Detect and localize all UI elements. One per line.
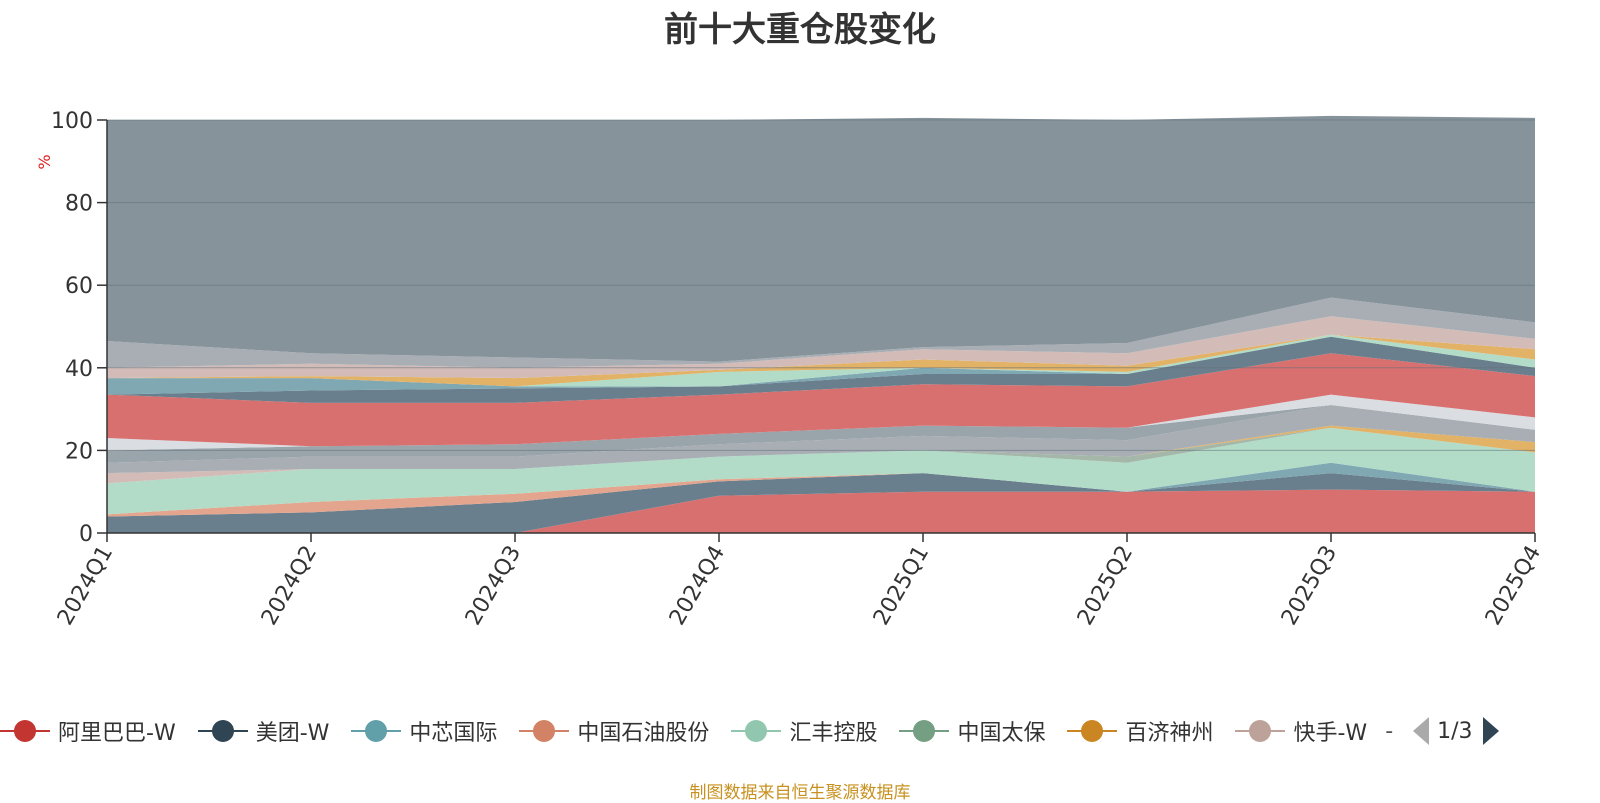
legend-item[interactable]: 百济神州 xyxy=(1067,715,1213,747)
legend-marker-icon xyxy=(519,718,570,744)
legend-item[interactable]: 中国太保 xyxy=(899,715,1045,747)
x-tick-label: 2025Q4 xyxy=(1481,542,1546,630)
legend-pager: 1/3 xyxy=(1413,717,1499,745)
area-series-12 xyxy=(107,353,1535,447)
x-tick-label: 2024Q2 xyxy=(257,542,322,630)
y-tick-label: 40 xyxy=(65,357,93,382)
area-series-14 xyxy=(107,336,1535,395)
legend-item-label: 百济神州 xyxy=(1125,721,1214,746)
area-layers xyxy=(107,115,1535,533)
legend-item-label: 汇丰控股 xyxy=(789,721,878,746)
legend-item-label: 中国太保 xyxy=(957,721,1046,746)
x-tick-label: 2024Q3 xyxy=(461,542,526,630)
area-series-15 xyxy=(107,334,1535,387)
legend-marker-icon xyxy=(731,718,782,744)
legend-marker-icon xyxy=(0,718,50,744)
legend-item[interactable]: 汇丰控股 xyxy=(731,715,877,747)
legend-item[interactable]: 阿里巴巴-W xyxy=(0,715,176,747)
area-series-16 xyxy=(107,334,1535,387)
legend-marker-icon xyxy=(899,718,950,744)
y-tick-label: 0 xyxy=(79,522,93,547)
legend-overflow-indicator: - xyxy=(1385,718,1394,744)
y-tick-label: 80 xyxy=(65,192,93,217)
legend-item[interactable]: 快手-W xyxy=(1235,715,1367,747)
legend-item-label: 中国石油股份 xyxy=(577,721,710,746)
x-tick-label: 2025Q2 xyxy=(1073,542,1138,630)
legend-item[interactable]: 中国石油股份 xyxy=(519,715,709,747)
legend-marker-icon xyxy=(351,718,402,744)
legend-prev-page-button[interactable] xyxy=(1413,717,1430,745)
legend-item[interactable]: 美团-W xyxy=(197,715,330,747)
area-series-1 xyxy=(107,489,1535,533)
y-axis-label: % xyxy=(35,154,54,169)
legend-item[interactable]: 中芯国际 xyxy=(351,715,497,747)
legend-item-label: 快手-W xyxy=(1293,721,1368,746)
area-series-18 xyxy=(107,297,1535,368)
legend-page-indicator: 1/3 xyxy=(1437,718,1473,744)
area-series-17 xyxy=(107,316,1535,379)
grid-lines xyxy=(107,119,1535,451)
data-source-note: 制图数据来自恒生聚源数据库 xyxy=(689,783,911,803)
stacked-area-chart: 0 20 40 60 80 100% 2024Q1 2024Q2 2024Q3 2024Q4 202… xyxy=(35,109,1546,630)
legend: 阿里巴巴-W 美团-W 中芯国际 中国石油股份 汇丰控股 中国太保 百济神州 快手-W - 1… xyxy=(0,711,1600,751)
area-series-9 xyxy=(107,405,1535,474)
y-tick-label: 60 xyxy=(65,274,93,299)
x-tick-label: 2025Q1 xyxy=(869,542,934,630)
area-series-2 xyxy=(107,473,1535,533)
legend-marker-icon xyxy=(1067,718,1118,744)
chart-title: 前十大重仓股变化 xyxy=(664,10,936,50)
legend-next-page-button[interactable] xyxy=(1482,717,1499,745)
legend-marker-icon xyxy=(1235,718,1286,744)
legend-item-label: 阿里巴巴-W xyxy=(58,721,176,746)
area-series-11 xyxy=(107,394,1535,451)
legend-item-label: 美团-W xyxy=(255,721,330,746)
legend-marker-icon xyxy=(197,718,248,744)
area-series-19 xyxy=(107,115,1535,362)
area-series-13 xyxy=(107,336,1535,403)
area-series-5 xyxy=(107,427,1535,515)
x-tick-label: 2024Q1 xyxy=(53,542,118,630)
area-series-10 xyxy=(107,405,1535,463)
x-tick-label: 2025Q3 xyxy=(1277,542,1342,630)
x-tick-label: 2024Q4 xyxy=(665,542,730,630)
area-series-4 xyxy=(107,462,1535,517)
area-series-7 xyxy=(107,425,1535,484)
y-tick-label: 100 xyxy=(51,109,93,134)
legend-item-label: 中芯国际 xyxy=(409,721,498,746)
y-tick-label: 20 xyxy=(65,439,93,464)
